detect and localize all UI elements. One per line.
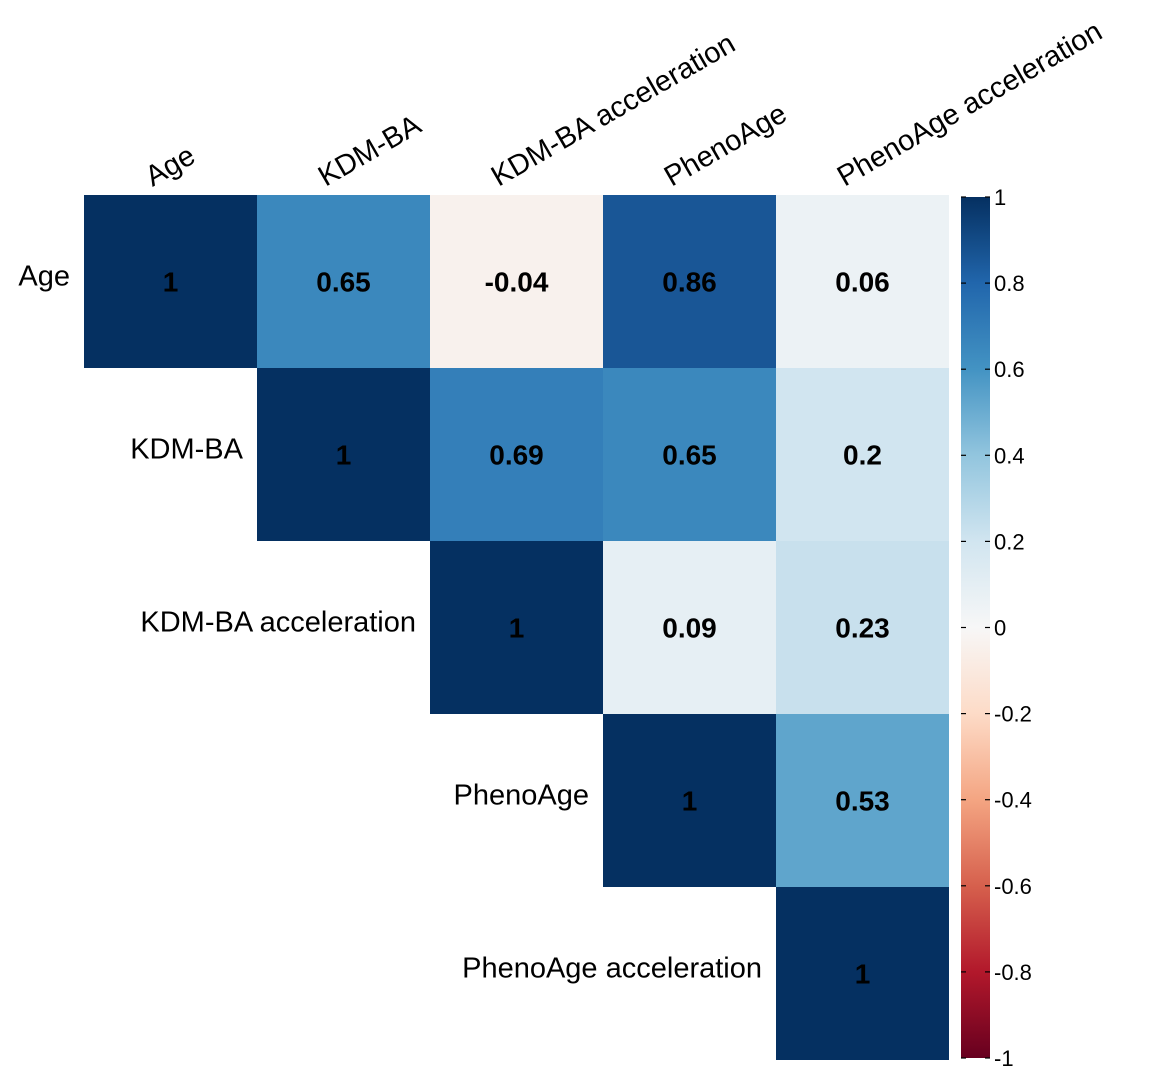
- cell-age--kdm-ba-acceleration: [430, 195, 603, 368]
- cell-kdm-ba-acceleration--kdm-ba-acceleration: [430, 541, 603, 714]
- colorbar-tick-label: 1: [994, 185, 1006, 210]
- heatmap-cells: 1 0.65 -0.04 0.86 0.06 1 0.69 0.65 0.2 1 0.09 0.23 1…: [84, 195, 949, 1060]
- cell-value-age--phenoage: 0.86: [662, 267, 717, 298]
- cell-age--kdm-ba: [257, 195, 430, 368]
- colorbar-tick-label: 0.8: [994, 271, 1025, 296]
- cell-value-kdm-ba--phenoage: 0.65: [662, 440, 717, 471]
- cell-kdm-ba--phenoage-acceleration: [776, 368, 949, 541]
- cell-value-kdm-ba-acceleration--phenoage: 0.09: [662, 613, 717, 644]
- column-label-age: Age: [140, 140, 201, 194]
- cell-age--age: [84, 195, 257, 368]
- column-label-kdm-ba: KDM-BA: [313, 109, 427, 193]
- colorbar-tick-label: 0.4: [994, 443, 1025, 468]
- cell-kdm-ba--phenoage: [603, 368, 776, 541]
- cell-kdm-ba--kdm-ba: [257, 368, 430, 541]
- row-labels: Age KDM-BA KDM-BA acceleration PhenoAge Phen…: [18, 261, 762, 985]
- colorbar-tick-label: -0.8: [994, 960, 1032, 985]
- cell-value-age--phenoage-acceleration: 0.06: [835, 267, 890, 298]
- column-label-phenoage-acceleration: PhenoAge acceleration: [832, 15, 1108, 193]
- cell-kdm-ba-acceleration--phenoage: [603, 541, 776, 714]
- colorbar-tick-label: -0.4: [994, 788, 1032, 813]
- cell-value-phenoage--phenoage: 1: [682, 786, 698, 817]
- cell-value-kdm-ba-acceleration--phenoage-acceleration: 0.23: [835, 613, 890, 644]
- cell-value-age--kdm-ba-acceleration: -0.04: [485, 267, 549, 298]
- colorbar-tick-label: 0.2: [994, 529, 1025, 554]
- colorbar: 1 0.8 0.6 0.4 0.2 0 -0.2 -0.4 -0.6 -0.8 -1: [961, 185, 1032, 1071]
- cell-phenoage-acceleration--phenoage-acceleration: [776, 887, 949, 1060]
- cell-value-kdm-ba--kdm-ba: 1: [336, 440, 352, 471]
- row-label-phenoage-acceleration: PhenoAge acceleration: [462, 953, 762, 985]
- row-label-phenoage: PhenoAge: [454, 780, 589, 812]
- cell-phenoage--phenoage: [603, 714, 776, 887]
- cell-kdm-ba--kdm-ba-acceleration: [430, 368, 603, 541]
- cell-age--phenoage: [603, 195, 776, 368]
- colorbar-tick-label: -0.2: [994, 702, 1032, 727]
- cell-value-kdm-ba--phenoage-acceleration: 0.2: [843, 440, 882, 471]
- cell-value-phenoage--phenoage-acceleration: 0.53: [835, 786, 890, 817]
- colorbar-tick-label: 0.6: [994, 357, 1025, 382]
- cell-age--phenoage-acceleration: [776, 195, 949, 368]
- cell-value-age--kdm-ba: 0.65: [316, 267, 371, 298]
- colorbar-ticks: 1 0.8 0.6 0.4 0.2 0 -0.2 -0.4 -0.6 -0.8 -1: [961, 185, 1032, 1071]
- cell-value-kdm-ba--kdm-ba-acceleration: 0.69: [489, 440, 544, 471]
- cell-value-kdm-ba-acceleration--kdm-ba-acceleration: 1: [509, 613, 525, 644]
- row-label-kdm-ba: KDM-BA: [130, 434, 243, 466]
- cell-value-phenoage-acceleration--phenoage-acceleration: 1: [855, 959, 871, 990]
- colorbar-tick-label: 0: [994, 616, 1006, 641]
- row-label-kdm-ba-acceleration: KDM-BA acceleration: [140, 607, 416, 639]
- cell-kdm-ba-acceleration--phenoage-acceleration: [776, 541, 949, 714]
- cell-value-age--age: 1: [163, 267, 179, 298]
- column-label-phenoage: PhenoAge: [659, 98, 792, 193]
- colorbar-tick-label: -1: [994, 1046, 1014, 1071]
- cell-phenoage--phenoage-acceleration: [776, 714, 949, 887]
- colorbar-tick-label: -0.6: [994, 874, 1032, 899]
- row-label-age: Age: [18, 261, 70, 293]
